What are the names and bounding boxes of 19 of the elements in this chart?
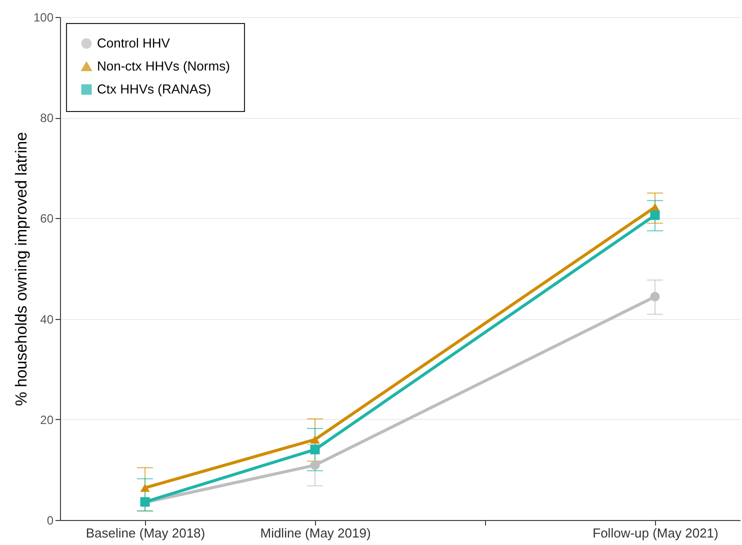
point [650,210,660,220]
x-tick-label: Baseline (May 2018) [86,526,206,540]
y-axis-title: % households owning improved latrine [13,132,30,406]
y-tick-label: 100 [33,10,54,24]
point [310,435,320,444]
x-tick-label: Follow-up (May 2021) [592,526,718,540]
legend-label: Control HHV [97,36,170,50]
point [310,460,320,470]
y-tick-label: 80 [40,111,54,126]
legend-label: Ctx HHVs (RANAS) [97,82,212,96]
y-tick-label: 60 [40,212,54,226]
y-tick-label: 0 [46,514,54,528]
x-tick-label: Midline (May 2019) [260,526,371,540]
y-tick-label: 20 [40,412,54,427]
point [650,292,660,302]
point [310,444,320,454]
y-tick-label: 40 [40,312,54,326]
legend-label: Non-ctx HHVs (Norms) [97,58,230,74]
point [140,484,150,492]
